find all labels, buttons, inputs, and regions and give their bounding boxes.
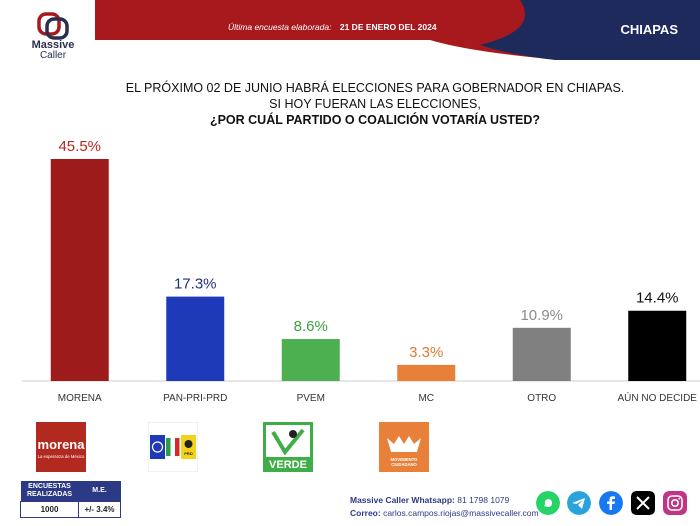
pvem-logo-text: VERDE <box>269 459 307 471</box>
question-line3: ¿POR CUÁL PARTIDO O COALICIÓN VOTARÍA US… <box>209 113 541 127</box>
svg-text:PRD: PRD <box>184 451 193 456</box>
margin-error-header: M.E. <box>78 481 121 502</box>
morena-logo-subtext: La esperanza de México <box>38 454 85 459</box>
bar-chart: 45.5% MORENA 17.3% PAN-PRI-PRD 8.6% PVEM 3.3% M… <box>22 138 700 404</box>
morena-logo: morena La esperanza de México <box>36 422 86 472</box>
sample-table: ENCUESTAS REALIZADAS M.E. 1000 +/- 3.4% <box>20 481 121 518</box>
value-label: 14.4% <box>636 290 679 307</box>
morena-logo-text: morena <box>38 437 86 452</box>
survey-label: Última encuesta elaborada: <box>228 22 332 32</box>
header-navy-shape <box>480 0 700 60</box>
brand-name-line2: Caller <box>39 50 67 61</box>
survey-date: 21 DE ENERO DEL 2024 <box>339 22 437 32</box>
bar-otro <box>512 327 571 381</box>
svg-text:MOVIMIENTO: MOVIMIENTO <box>391 457 419 462</box>
survey-date-line: Última encuesta elaborada: 21 DE ENERO D… <box>228 22 437 32</box>
mc-logo: MOVIMIENTO CIUDADANO <box>379 422 429 472</box>
value-label: 17.3% <box>174 276 217 293</box>
email-label: Correo: <box>350 508 381 518</box>
facebook-icon[interactable] <box>599 491 623 515</box>
category-label: MORENA <box>58 393 102 404</box>
whatsapp-icon[interactable] <box>536 491 560 515</box>
x-icon[interactable] <box>631 491 655 515</box>
whatsapp-label: Massive Caller Whatsapp: <box>350 495 455 505</box>
margin-error-value: +/- 3.4% <box>78 501 121 518</box>
svg-text:CIUDADANO: CIUDADANO <box>391 462 417 467</box>
question-block: EL PRÓXIMO 02 DE JUNIO HABRÁ ELECCIONES … <box>0 80 700 128</box>
pan-pri-prd-logo: PRD <box>148 422 198 472</box>
bar-mc <box>397 364 456 381</box>
pvem-logo: VERDE <box>263 422 313 472</box>
brand-logo: Massive Caller <box>18 12 88 64</box>
bar-pvem <box>281 339 340 381</box>
samples-header: ENCUESTAS REALIZADAS <box>20 481 79 502</box>
value-label: 45.5% <box>58 138 101 155</box>
brand-logo-icon <box>37 12 69 40</box>
telegram-icon[interactable] <box>567 491 591 515</box>
value-label: 10.9% <box>520 307 563 324</box>
question-line2: SI HOY FUERAN LAS ELECCIONES, <box>269 97 481 111</box>
instagram-icon[interactable] <box>663 491 687 515</box>
bar-a-n-no-decide <box>628 310 687 381</box>
value-label: 3.3% <box>409 344 443 361</box>
whatsapp-number: 81 1798 1079 <box>457 495 510 505</box>
category-label: MC <box>418 393 434 404</box>
category-label: AÚN NO DECIDE <box>618 391 698 404</box>
value-label: 8.6% <box>294 318 328 335</box>
contact-block: Massive Caller Whatsapp: 81 1798 1079 Co… <box>350 494 539 520</box>
category-label: OTRO <box>527 393 556 404</box>
category-label: PVEM <box>297 393 325 404</box>
bar-morena <box>50 159 109 381</box>
bar-pan-pri-prd <box>166 296 225 381</box>
email-line: Correo: carlos.campos.riojas@massivecall… <box>350 507 539 520</box>
header-band <box>95 0 700 60</box>
question-line1: EL PRÓXIMO 02 DE JUNIO HABRÁ ELECCIONES … <box>125 81 625 95</box>
samples-value: 1000 <box>20 501 79 518</box>
category-label: PAN-PRI-PRD <box>163 393 227 404</box>
state-label: CHIAPAS <box>620 22 678 37</box>
email-link[interactable]: carlos.campos.riojas@massivecaller.com <box>383 508 539 518</box>
brand-name-line1: Massive <box>31 39 75 51</box>
whatsapp-line: Massive Caller Whatsapp: 81 1798 1079 <box>350 494 539 507</box>
